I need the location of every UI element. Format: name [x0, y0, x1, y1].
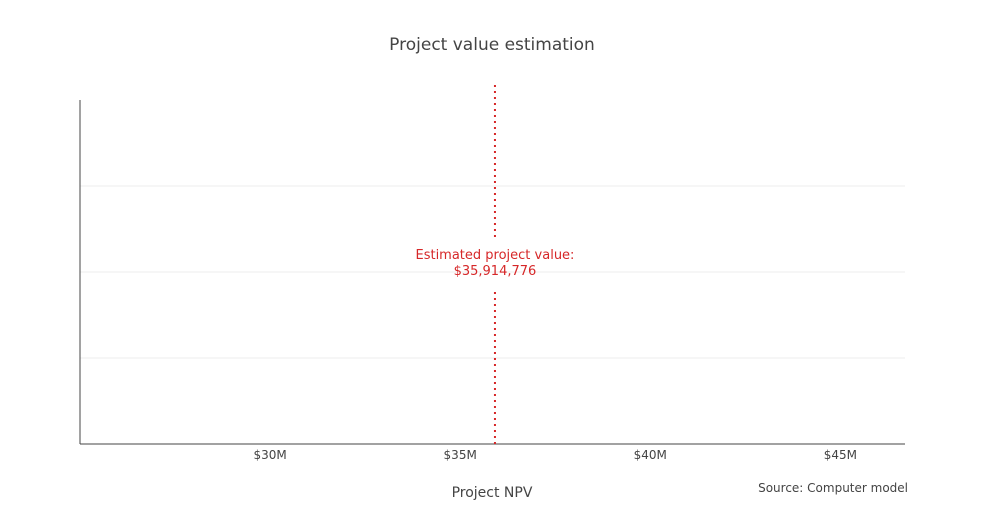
gridlines	[80, 185, 905, 359]
x-axis-label: Project NPV	[452, 485, 533, 501]
x-tick-label: $40M	[634, 448, 667, 462]
x-tick-label: $45M	[824, 448, 857, 462]
x-tick-labels: $30M $35M $40M $45M	[253, 448, 857, 462]
estimate-annotation: Estimated project value: $35,914,776	[415, 248, 574, 279]
annotation-value: $35,914,776	[454, 264, 537, 279]
x-tick-label: $35M	[444, 448, 477, 462]
x-tick-label: $30M	[253, 448, 286, 462]
source-note: Source: Computer model	[758, 481, 908, 495]
annotation-label: Estimated project value:	[415, 248, 574, 263]
chart-title: Project value estimation	[389, 35, 595, 55]
